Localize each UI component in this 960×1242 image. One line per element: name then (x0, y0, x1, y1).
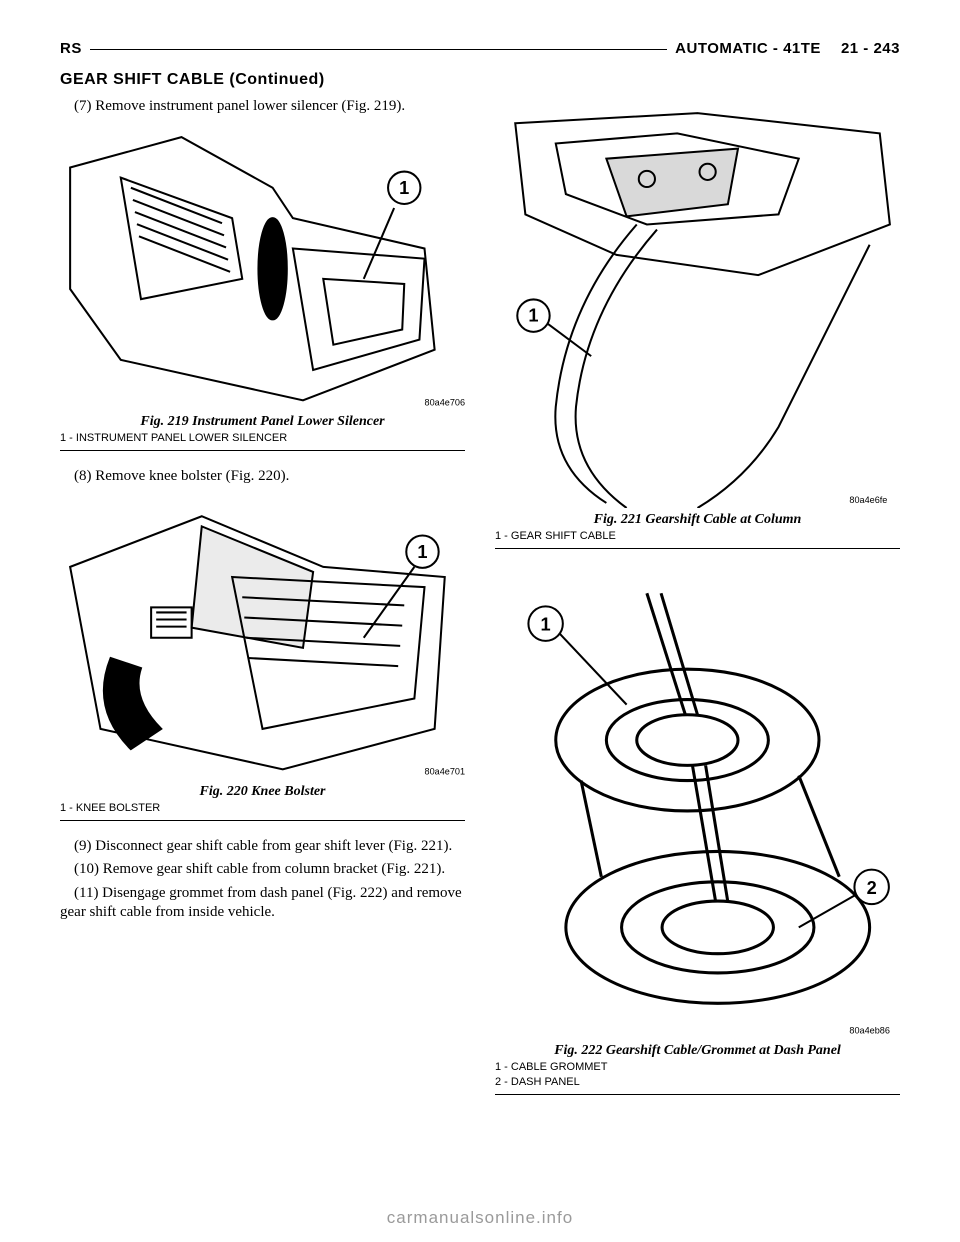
figure-219-rule (60, 450, 465, 451)
left-column: (7) Remove instrument panel lower silenc… (60, 97, 465, 1101)
page: RS AUTOMATIC - 41TE 21 - 243 GEAR SHIFT … (0, 0, 960, 1242)
section-continued: GEAR SHIFT CABLE (Continued) (60, 71, 900, 89)
figure-221-image: 1 80a4e6fe (495, 103, 900, 508)
figure-222-rule (495, 1094, 900, 1095)
right-column: 1 80a4e6fe Fig. 221 Gearshift Cable at C… (495, 97, 900, 1101)
fig222-callout-1: 1 (541, 614, 551, 634)
figure-222-caption: Fig. 222 Gearshift Cable/Grommet at Dash… (495, 1043, 900, 1059)
para-9: (9) Disconnect gear shift cable from gea… (60, 837, 465, 857)
figure-220-caption: Fig. 220 Knee Bolster (60, 784, 465, 800)
figure-222-image: 1 2 80a4eb86 (495, 573, 900, 1039)
figure-221-legend-1: 1 - GEAR SHIFT CABLE (495, 530, 900, 544)
para-8: (8) Remove knee bolster (Fig. 220). (60, 467, 465, 487)
para-11: (11) Disengage grommet from dash panel (… (60, 884, 465, 923)
figure-219-legend-1: 1 - INSTRUMENT PANEL LOWER SILENCER (60, 432, 465, 446)
figure-219: 1 80a4e706 Fig. 219 Instrument Panel Low… (60, 127, 465, 451)
figure-221-rule (495, 548, 900, 549)
figure-219-image: 1 80a4e706 (60, 127, 465, 411)
header-left: RS (60, 40, 82, 57)
fig222-callout-2: 2 (867, 878, 877, 898)
figure-222-legend-2: 2 - DASH PANEL (495, 1076, 900, 1090)
fig219-callout: 1 (399, 177, 409, 197)
svg-text:80a4e701: 80a4e701 (425, 767, 466, 777)
svg-text:80a4e706: 80a4e706 (425, 397, 466, 407)
figure-220: 1 80a4e701 Fig. 220 Knee Bolster 1 - KNE… (60, 496, 465, 820)
para-7: (7) Remove instrument panel lower silenc… (60, 97, 465, 117)
para-10: (10) Remove gear shift cable from column… (60, 860, 465, 880)
figure-222-legend-1: 1 - CABLE GROMMET (495, 1061, 900, 1075)
figure-221: 1 80a4e6fe Fig. 221 Gearshift Cable at C… (495, 103, 900, 549)
figure-221-caption: Fig. 221 Gearshift Cable at Column (495, 512, 900, 528)
fig221-callout: 1 (528, 306, 538, 326)
fig220-callout: 1 (417, 542, 427, 562)
columns: (7) Remove instrument panel lower silenc… (60, 97, 900, 1101)
figure-222: 1 2 80a4eb86 Fig. 222 Gearshift Cable/Gr… (495, 573, 900, 1095)
header-right-page: 21 - 243 (841, 40, 900, 57)
figure-220-legend-1: 1 - KNEE BOLSTER (60, 802, 465, 816)
figure-220-image: 1 80a4e701 (60, 496, 465, 780)
figure-220-rule (60, 820, 465, 821)
svg-text:80a4e6fe: 80a4e6fe (849, 495, 887, 505)
svg-text:80a4eb86: 80a4eb86 (849, 1025, 890, 1035)
header-right-section: AUTOMATIC - 41TE (675, 40, 821, 57)
footer-watermark: carmanualsonline.info (0, 1208, 960, 1228)
header-rule (90, 49, 667, 50)
figure-219-caption: Fig. 219 Instrument Panel Lower Silencer (60, 414, 465, 430)
page-header: RS AUTOMATIC - 41TE 21 - 243 (60, 40, 900, 57)
